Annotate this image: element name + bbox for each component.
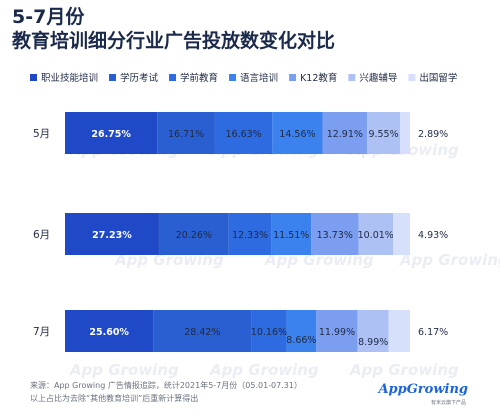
data-label: 28.42% (184, 327, 220, 338)
category-label: 7月 (33, 326, 50, 338)
data-label: 10.16% (251, 327, 287, 338)
logo-subtitle: 有米云旗下产品 (430, 400, 466, 406)
data-label: 9.55% (368, 129, 398, 140)
category-label: 6月 (33, 229, 50, 241)
legend-label: K12教育 (300, 72, 337, 84)
calculation-note: 以上占比为去除“其他教育培训”后重新计算得出 (30, 394, 199, 403)
legend-label: 出国留学 (419, 72, 457, 84)
appgrowing-logo: AppGrowing (378, 382, 468, 397)
bar-segment (358, 213, 393, 255)
data-label: 4.93% (418, 230, 448, 241)
legend-swatch (169, 74, 177, 81)
bar-segment (367, 112, 401, 154)
legend-swatch (109, 74, 117, 81)
bar-segment (271, 213, 312, 255)
data-label: 14.56% (279, 129, 315, 140)
legend-swatch (408, 74, 416, 81)
legend-swatch (348, 74, 356, 81)
data-label: 16.63% (226, 129, 262, 140)
data-label: 8.99% (358, 337, 388, 348)
bar-segment (65, 213, 159, 255)
legend-swatch (289, 74, 297, 81)
bar-segment (65, 310, 154, 352)
bar-segment (400, 112, 410, 154)
data-label: 26.75% (91, 129, 131, 140)
bar-segment (392, 213, 410, 255)
bar-segment (311, 213, 359, 255)
data-label: 11.51% (273, 230, 309, 241)
watermark-text: App Growing (399, 251, 500, 269)
legend-label: 学前教育 (180, 72, 218, 84)
data-label: 12.33% (232, 230, 268, 241)
data-label: 8.66% (286, 335, 316, 346)
data-label: 10.01% (358, 230, 394, 241)
legend-label: 语言培训 (240, 72, 278, 84)
legend-label: 兴趣辅导 (359, 72, 397, 84)
watermark-text: App Growing (264, 251, 374, 269)
data-label: 13.73% (317, 230, 353, 241)
bar-segment (272, 112, 323, 154)
watermark-text: App Growing (114, 251, 224, 269)
bar-segment (153, 310, 252, 352)
watermark-text: App Growing (349, 361, 459, 378)
data-label: 16.71% (168, 129, 204, 140)
data-label: 25.60% (89, 327, 129, 338)
stacked-bar-chart: App Growing App Growing App Growing App Gro… (30, 72, 500, 378)
legend-swatch (30, 74, 37, 81)
data-label: 6.17% (418, 327, 448, 338)
bar-segment (316, 310, 358, 352)
bar-segment (322, 112, 368, 154)
bar-segment (157, 112, 215, 154)
data-label: 11.99% (319, 327, 355, 338)
legend-swatch (229, 74, 237, 81)
data-label: 2.89% (418, 129, 448, 140)
source-note: 来源：App Growing 广告情报追踪，统计2021年5-7月份（05.01… (30, 381, 302, 390)
watermark-text: App Growing (69, 361, 179, 378)
watermark-text: App Growing (209, 361, 319, 378)
data-label: 27.23% (92, 230, 132, 241)
bar-segment (286, 310, 317, 352)
bar-segment (251, 310, 287, 352)
chart-title-line1: 5-7月份 (12, 6, 85, 28)
bar-segment (228, 213, 272, 255)
bar-segment (158, 213, 229, 255)
legend-label: 职业技能培训 (41, 72, 98, 84)
chart-title-line2: 教育培训细分行业广告投放数变化对比 (12, 30, 336, 52)
bar-segment (214, 112, 273, 154)
legend-label: 学历考试 (120, 72, 159, 84)
bar-segment (357, 310, 389, 352)
bar-segment (65, 112, 158, 154)
data-label: 12.91% (327, 129, 363, 140)
bar-segment (388, 310, 410, 352)
category-label: 5月 (33, 128, 50, 140)
data-label: 20.26% (176, 230, 212, 241)
